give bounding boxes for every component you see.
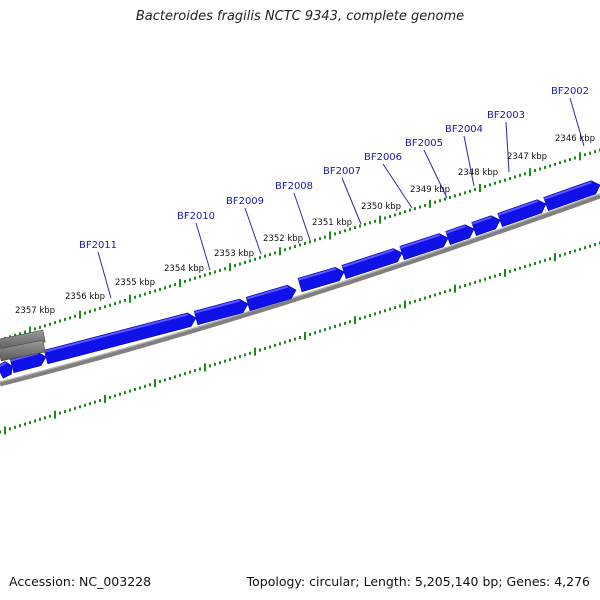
gene-arrow xyxy=(245,284,297,312)
gene-label: BF2007 xyxy=(323,166,361,177)
kbp-label: 2352 kbp xyxy=(263,234,303,244)
genome-summary-text: Topology: circular; Length: 5,205,140 bp… xyxy=(246,574,590,589)
gene-arrow xyxy=(341,248,403,280)
gene-label: BF2002 xyxy=(551,86,589,97)
gene-arrow xyxy=(0,361,13,379)
gene-arrow-shade xyxy=(399,233,440,249)
kbp-label: 2349 kbp xyxy=(410,185,450,195)
backbone-line xyxy=(0,193,600,387)
gene-arrow-shade xyxy=(298,267,337,281)
kbp-label: 2350 kbp xyxy=(361,202,401,212)
gene-arrow-shade xyxy=(471,216,492,225)
gene-arrow-shade xyxy=(246,285,289,300)
kbp-label: 2354 kbp xyxy=(164,264,204,274)
gene-label-line xyxy=(195,222,211,271)
gene-label: BF2004 xyxy=(445,124,483,135)
gene-arrow-shade xyxy=(543,181,592,200)
gene-arrow-shade xyxy=(341,249,394,268)
gene-label-line xyxy=(505,121,510,173)
gene-track xyxy=(0,180,600,379)
gene-label-line xyxy=(341,177,362,225)
gene-label: BF2010 xyxy=(177,211,215,222)
gene-arrow-shade xyxy=(0,361,7,367)
gene-label-line xyxy=(97,251,112,299)
gene-arrow-shade xyxy=(194,299,241,314)
gene-arrow xyxy=(193,298,249,326)
kbp-label: 2347 kbp xyxy=(507,152,547,162)
gene-label-line xyxy=(244,207,262,255)
gene-arrow-shade xyxy=(44,313,189,353)
gene-arrow-shade xyxy=(497,200,538,216)
inner-tick-ring xyxy=(0,241,600,435)
kbp-scale-labels: 2346 kbp 2347 kbp 2348 kbp 2349 kbp 2350 kbp… xyxy=(15,134,595,316)
map-title: Bacteroides fragilis NCTC 9343, complete… xyxy=(135,9,465,24)
kbp-label: 2346 kbp xyxy=(555,134,595,144)
kbp-label: 2348 kbp xyxy=(458,168,498,178)
kbp-label: 2353 kbp xyxy=(214,249,254,259)
gene-label-line xyxy=(293,192,311,241)
kbp-label: 2356 kbp xyxy=(65,292,105,302)
gene-arrow-shade xyxy=(445,225,466,234)
kbp-label: 2357 kbp xyxy=(15,306,55,316)
gene-label: BF2003 xyxy=(487,110,525,121)
kbp-label: 2355 kbp xyxy=(115,278,155,288)
gene-arrow-grey xyxy=(0,339,46,362)
gene-label: BF2009 xyxy=(226,196,264,207)
gene-label-line xyxy=(382,163,413,209)
gene-arrow-shade xyxy=(10,352,39,362)
gene-label: BF2011 xyxy=(79,240,117,251)
kbp-label: 2351 kbp xyxy=(312,218,352,228)
gene-label: BF2006 xyxy=(364,152,402,163)
gene-arrow xyxy=(297,266,345,293)
gene-label-line xyxy=(463,135,475,187)
gene-label-line xyxy=(423,149,448,199)
gene-label: BF2008 xyxy=(275,181,313,192)
gene-label: BF2005 xyxy=(405,138,443,149)
gene-label-line xyxy=(569,97,585,147)
gene-label-lines xyxy=(97,97,585,299)
outer-tick-ring xyxy=(0,148,600,342)
gene-arrow xyxy=(497,199,547,227)
accession-text: Accession: NC_003228 xyxy=(9,574,152,589)
